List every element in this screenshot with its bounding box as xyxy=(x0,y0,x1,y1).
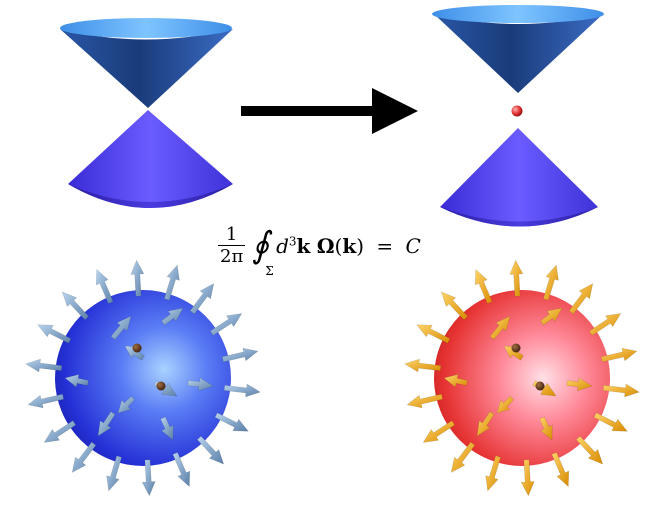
chern-number-formula: 1 2π ∮ Σ d3k Ω(k) = C xyxy=(218,214,421,278)
arrow-base-dot xyxy=(535,381,545,391)
k-vector: k xyxy=(296,234,311,258)
berry-curvature-sphere-red xyxy=(404,259,640,497)
dirac-cone-gapped xyxy=(432,5,604,227)
power: 3 xyxy=(288,234,297,249)
curvature-arrow xyxy=(141,459,156,497)
chern-constant: C xyxy=(405,234,421,258)
curvature-arrow xyxy=(474,268,493,304)
fraction: 1 2π xyxy=(218,223,246,268)
curvature-arrow xyxy=(593,412,628,432)
curvature-arrow xyxy=(172,452,191,488)
curvature-arrow xyxy=(27,393,65,409)
arrow-base-dot xyxy=(156,381,166,391)
fraction-bar xyxy=(218,244,246,246)
curvature-arrow xyxy=(600,347,638,363)
curvature-arrow-inner xyxy=(539,416,553,441)
lower-cone-left xyxy=(68,110,233,208)
curvature-arrow xyxy=(416,324,451,344)
lower-cone-right xyxy=(440,128,598,227)
curvature-arrow xyxy=(406,393,444,409)
curvature-arrow xyxy=(520,459,535,497)
curvature-arrow xyxy=(440,291,469,321)
curvature-arrow xyxy=(542,264,559,301)
curvature-arrow-inner xyxy=(476,411,495,437)
curvature-arrow xyxy=(588,313,622,336)
upper-cone-right xyxy=(434,14,603,93)
lower-cone-left-rim xyxy=(68,184,233,208)
curvature-arrow xyxy=(61,291,90,321)
monopole-point xyxy=(511,105,523,117)
curvature-arrow-inner xyxy=(443,373,468,388)
upper-cone-right-top xyxy=(432,5,604,23)
curvature-arrow xyxy=(485,455,502,492)
dirac-cone-gapless xyxy=(60,18,233,208)
lower-cone-right-rim xyxy=(440,207,598,227)
curvature-arrow xyxy=(25,358,63,373)
curvature-arrow xyxy=(95,268,114,304)
fraction-numerator: 1 xyxy=(225,223,238,245)
sphere-blue xyxy=(55,290,231,466)
curvature-arrow xyxy=(575,435,604,465)
integrand: d3k Ω(k) = C xyxy=(276,234,421,258)
curvature-arrow-inner xyxy=(566,377,593,392)
curvature-arrow xyxy=(214,412,249,432)
curvature-arrow xyxy=(163,264,180,301)
sphere-red xyxy=(434,290,610,466)
curvature-arrow xyxy=(602,383,640,398)
curvature-arrow xyxy=(551,452,570,488)
contour-integral: ∮ Σ xyxy=(251,225,274,279)
curvature-arrow xyxy=(404,358,442,373)
curvature-arrow xyxy=(43,420,77,443)
curvature-arrow xyxy=(223,383,261,398)
curvature-arrow xyxy=(37,324,72,344)
curvature-arrow xyxy=(189,283,215,315)
curvature-arrow-inner xyxy=(160,416,174,441)
integral-symbol: ∮ xyxy=(252,225,270,266)
berry-curvature-sphere-blue xyxy=(25,259,261,497)
omega-symbol: Ω xyxy=(316,234,335,258)
transition-arrow xyxy=(241,88,418,134)
arrow-base-dot xyxy=(132,343,142,353)
upper-cone-left-top xyxy=(60,18,232,38)
curvature-arrow xyxy=(509,259,524,297)
curvature-arrow xyxy=(209,313,243,336)
curvature-arrow-inner xyxy=(97,411,116,437)
arrow-base-dot xyxy=(511,343,521,353)
curvature-arrow xyxy=(221,347,259,363)
curvature-arrow-inner xyxy=(489,315,511,341)
curvature-arrow xyxy=(106,455,123,492)
equals-sign: = xyxy=(376,234,394,258)
open-paren: ( xyxy=(334,234,343,258)
curvature-arrow-inner xyxy=(187,377,214,392)
curvature-arrow xyxy=(422,420,456,443)
curvature-arrow-inner xyxy=(64,373,89,388)
fraction-denominator: 2π xyxy=(220,245,244,267)
curvature-arrow-inner xyxy=(496,395,515,414)
k-argument: k xyxy=(342,234,357,258)
curvature-arrow xyxy=(450,441,476,473)
curvature-arrow xyxy=(196,435,225,465)
curvature-arrow-inner xyxy=(160,307,184,326)
curvature-arrow-inner xyxy=(110,315,132,341)
curvature-arrow-inner xyxy=(117,395,136,414)
integral-subscript: Σ xyxy=(265,264,274,278)
upper-cone-left xyxy=(60,29,233,108)
curvature-arrow xyxy=(71,441,97,473)
curvature-arrow xyxy=(568,283,594,315)
curvature-arrow xyxy=(130,259,145,297)
curvature-arrow-inner xyxy=(539,307,563,326)
close-paren: ) xyxy=(356,234,365,258)
differential-d: d xyxy=(276,234,289,258)
